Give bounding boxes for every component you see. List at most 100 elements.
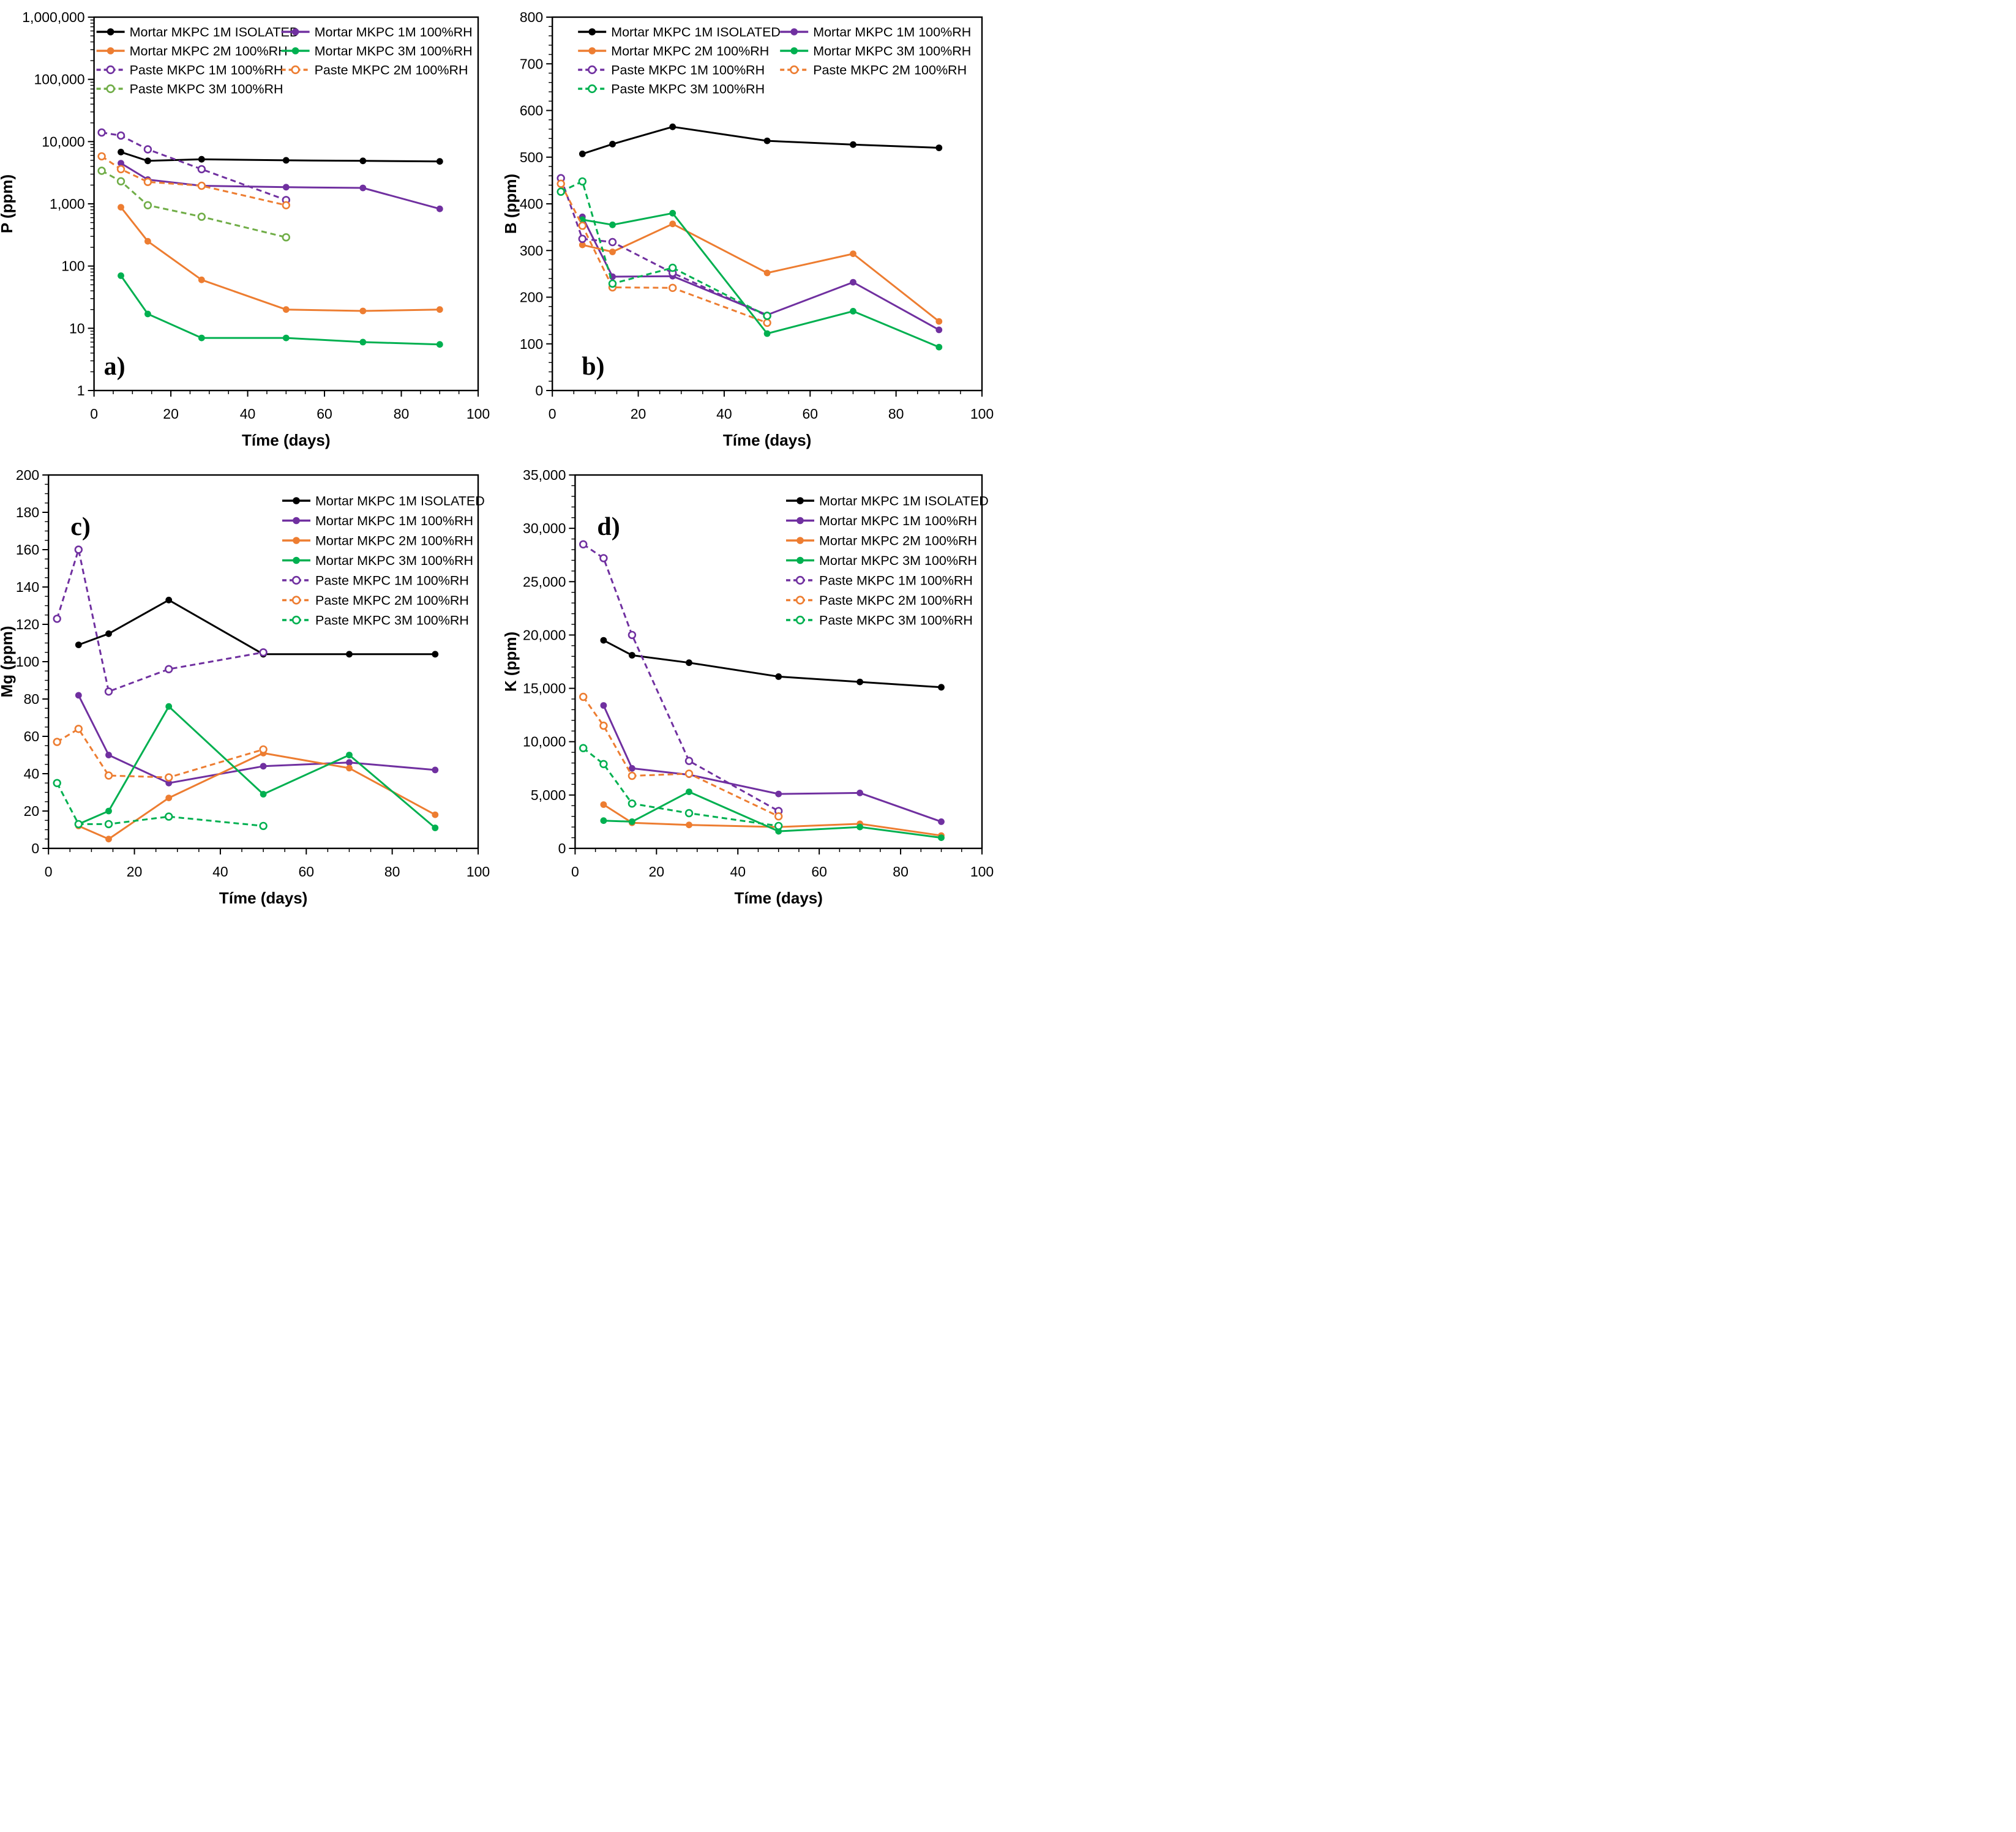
y-tick-label: 20,000 [523,627,566,643]
series-line [101,155,287,206]
data-point-marker [578,234,587,243]
x-axis-title: Tíme (days) [723,431,812,449]
data-point-marker [669,209,676,217]
data-point-marker [775,673,782,680]
series-line [582,223,940,323]
series-line [78,705,436,829]
data-point-marker [609,221,616,228]
legend-label: Mortar MKPC 1M ISOLATED [130,25,299,40]
y-tick-label: 100 [520,336,543,352]
y-tick-label: 10,000 [523,734,566,750]
data-point-marker [282,157,290,164]
series-line [560,183,768,324]
data-point-marker [198,276,205,283]
y-tick-label: 25,000 [523,574,566,589]
data-point-marker [282,334,290,342]
legend-label: Mortar MKPC 1M 100%RH [813,25,971,40]
legend-entry: Paste MKPC 1M 100%RH [578,63,765,78]
legend-label: Paste MKPC 2M 100%RH [315,593,469,608]
data-point-marker [197,212,206,221]
data-point-marker [600,637,607,644]
data-point-marker [105,807,112,815]
data-point-marker [579,151,586,157]
data-point-marker [118,272,124,279]
legend-swatch-marker [588,84,597,94]
legend-entry: Paste MKPC 1M 100%RH [786,574,973,588]
panel-letter: d) [597,513,620,541]
x-tick-label: 100 [970,406,994,422]
legend-entry: Paste MKPC 2M 100%RH [282,593,469,608]
y-tick-label: 400 [520,196,543,212]
y-tick-label: 600 [520,103,543,119]
legend-label: Mortar MKPC 3M 100%RH [813,44,971,59]
data-point-marker [118,149,124,155]
legend-entry: Mortar MKPC 2M 100%RH [282,534,473,548]
data-point-marker [684,769,694,778]
data-point-marker [105,836,112,843]
legend-entry: Mortar MKPC 1M ISOLATED [578,25,781,40]
data-point-marker [144,310,151,318]
legend-swatch-marker [291,28,299,36]
y-tick-label: 700 [520,56,543,72]
panel-letter: a) [104,353,126,381]
data-point-marker [774,812,783,821]
x-tick-label: 100 [970,864,994,880]
legend-swatch-marker [796,537,804,544]
legend-label: Paste MKPC 2M 100%RH [813,63,967,78]
legend-swatch-marker [291,596,301,605]
legend-entry: Mortar MKPC 1M 100%RH [780,25,971,40]
series-line [78,599,435,656]
data-point-marker [165,794,173,801]
y-axis-title: Mg (ppm) [0,626,16,698]
data-point-marker [938,684,945,691]
y-axis-title: K (ppm) [504,632,520,692]
data-point-marker [774,821,783,831]
legend-label: Paste MKPC 1M 100%RH [819,574,973,588]
y-tick-label: 10 [69,320,85,336]
data-point-marker [198,334,205,342]
data-point-marker [628,799,637,808]
data-point-marker [850,308,856,315]
legend-label: Paste MKPC 1M 100%RH [130,63,283,78]
data-point-marker [763,318,771,327]
data-point-marker [165,779,173,787]
data-point-marker [578,222,587,230]
x-tick-label: 40 [240,406,256,422]
legend-swatch-marker [293,517,300,525]
x-tick-label: 60 [317,406,332,422]
data-point-marker [935,343,943,351]
legend-entry: Paste MKPC 1M 100%RH [96,63,283,78]
data-point-marker [628,630,637,640]
legend-swatch-marker [796,497,804,504]
data-point-marker [436,158,443,165]
legend-label: Mortar MKPC 2M 100%RH [611,44,769,59]
data-point-marker [74,545,83,554]
data-point-marker [118,160,124,166]
data-point-marker [346,765,353,772]
x-tick-label: 40 [716,406,732,422]
y-tick-label: 100 [61,258,84,274]
data-point-marker [432,824,439,831]
legend-swatch-marker [291,575,301,585]
data-point-marker [775,790,782,798]
y-tick-label: 800 [520,9,543,25]
data-point-marker [165,773,173,782]
data-point-marker [608,279,617,288]
panel-d-potassium-chart: 0 20 40 60 80 100 0 5,000 10,000 15,000 20,000 25,0… [504,467,994,907]
data-point-marker [850,250,856,257]
data-point-marker [629,818,635,825]
legend-label: Paste MKPC 2M 100%RH [819,593,973,608]
legend-swatch-marker [293,556,300,564]
legend-label: Paste MKPC 1M 100%RH [315,574,469,588]
data-point-marker [346,759,353,766]
data-point-marker [629,652,635,659]
data-point-marker [104,820,113,829]
data-point-marker [118,204,124,211]
y-tick-label: 1,000 [50,196,85,212]
series-line [560,180,768,317]
data-point-marker [436,205,443,212]
legend-entry: Paste MKPC 3M 100%RH [282,613,469,628]
data-point-marker [669,263,677,272]
data-point-marker [684,809,694,818]
legend-entry: Mortar MKPC 1M ISOLATED [282,494,485,509]
